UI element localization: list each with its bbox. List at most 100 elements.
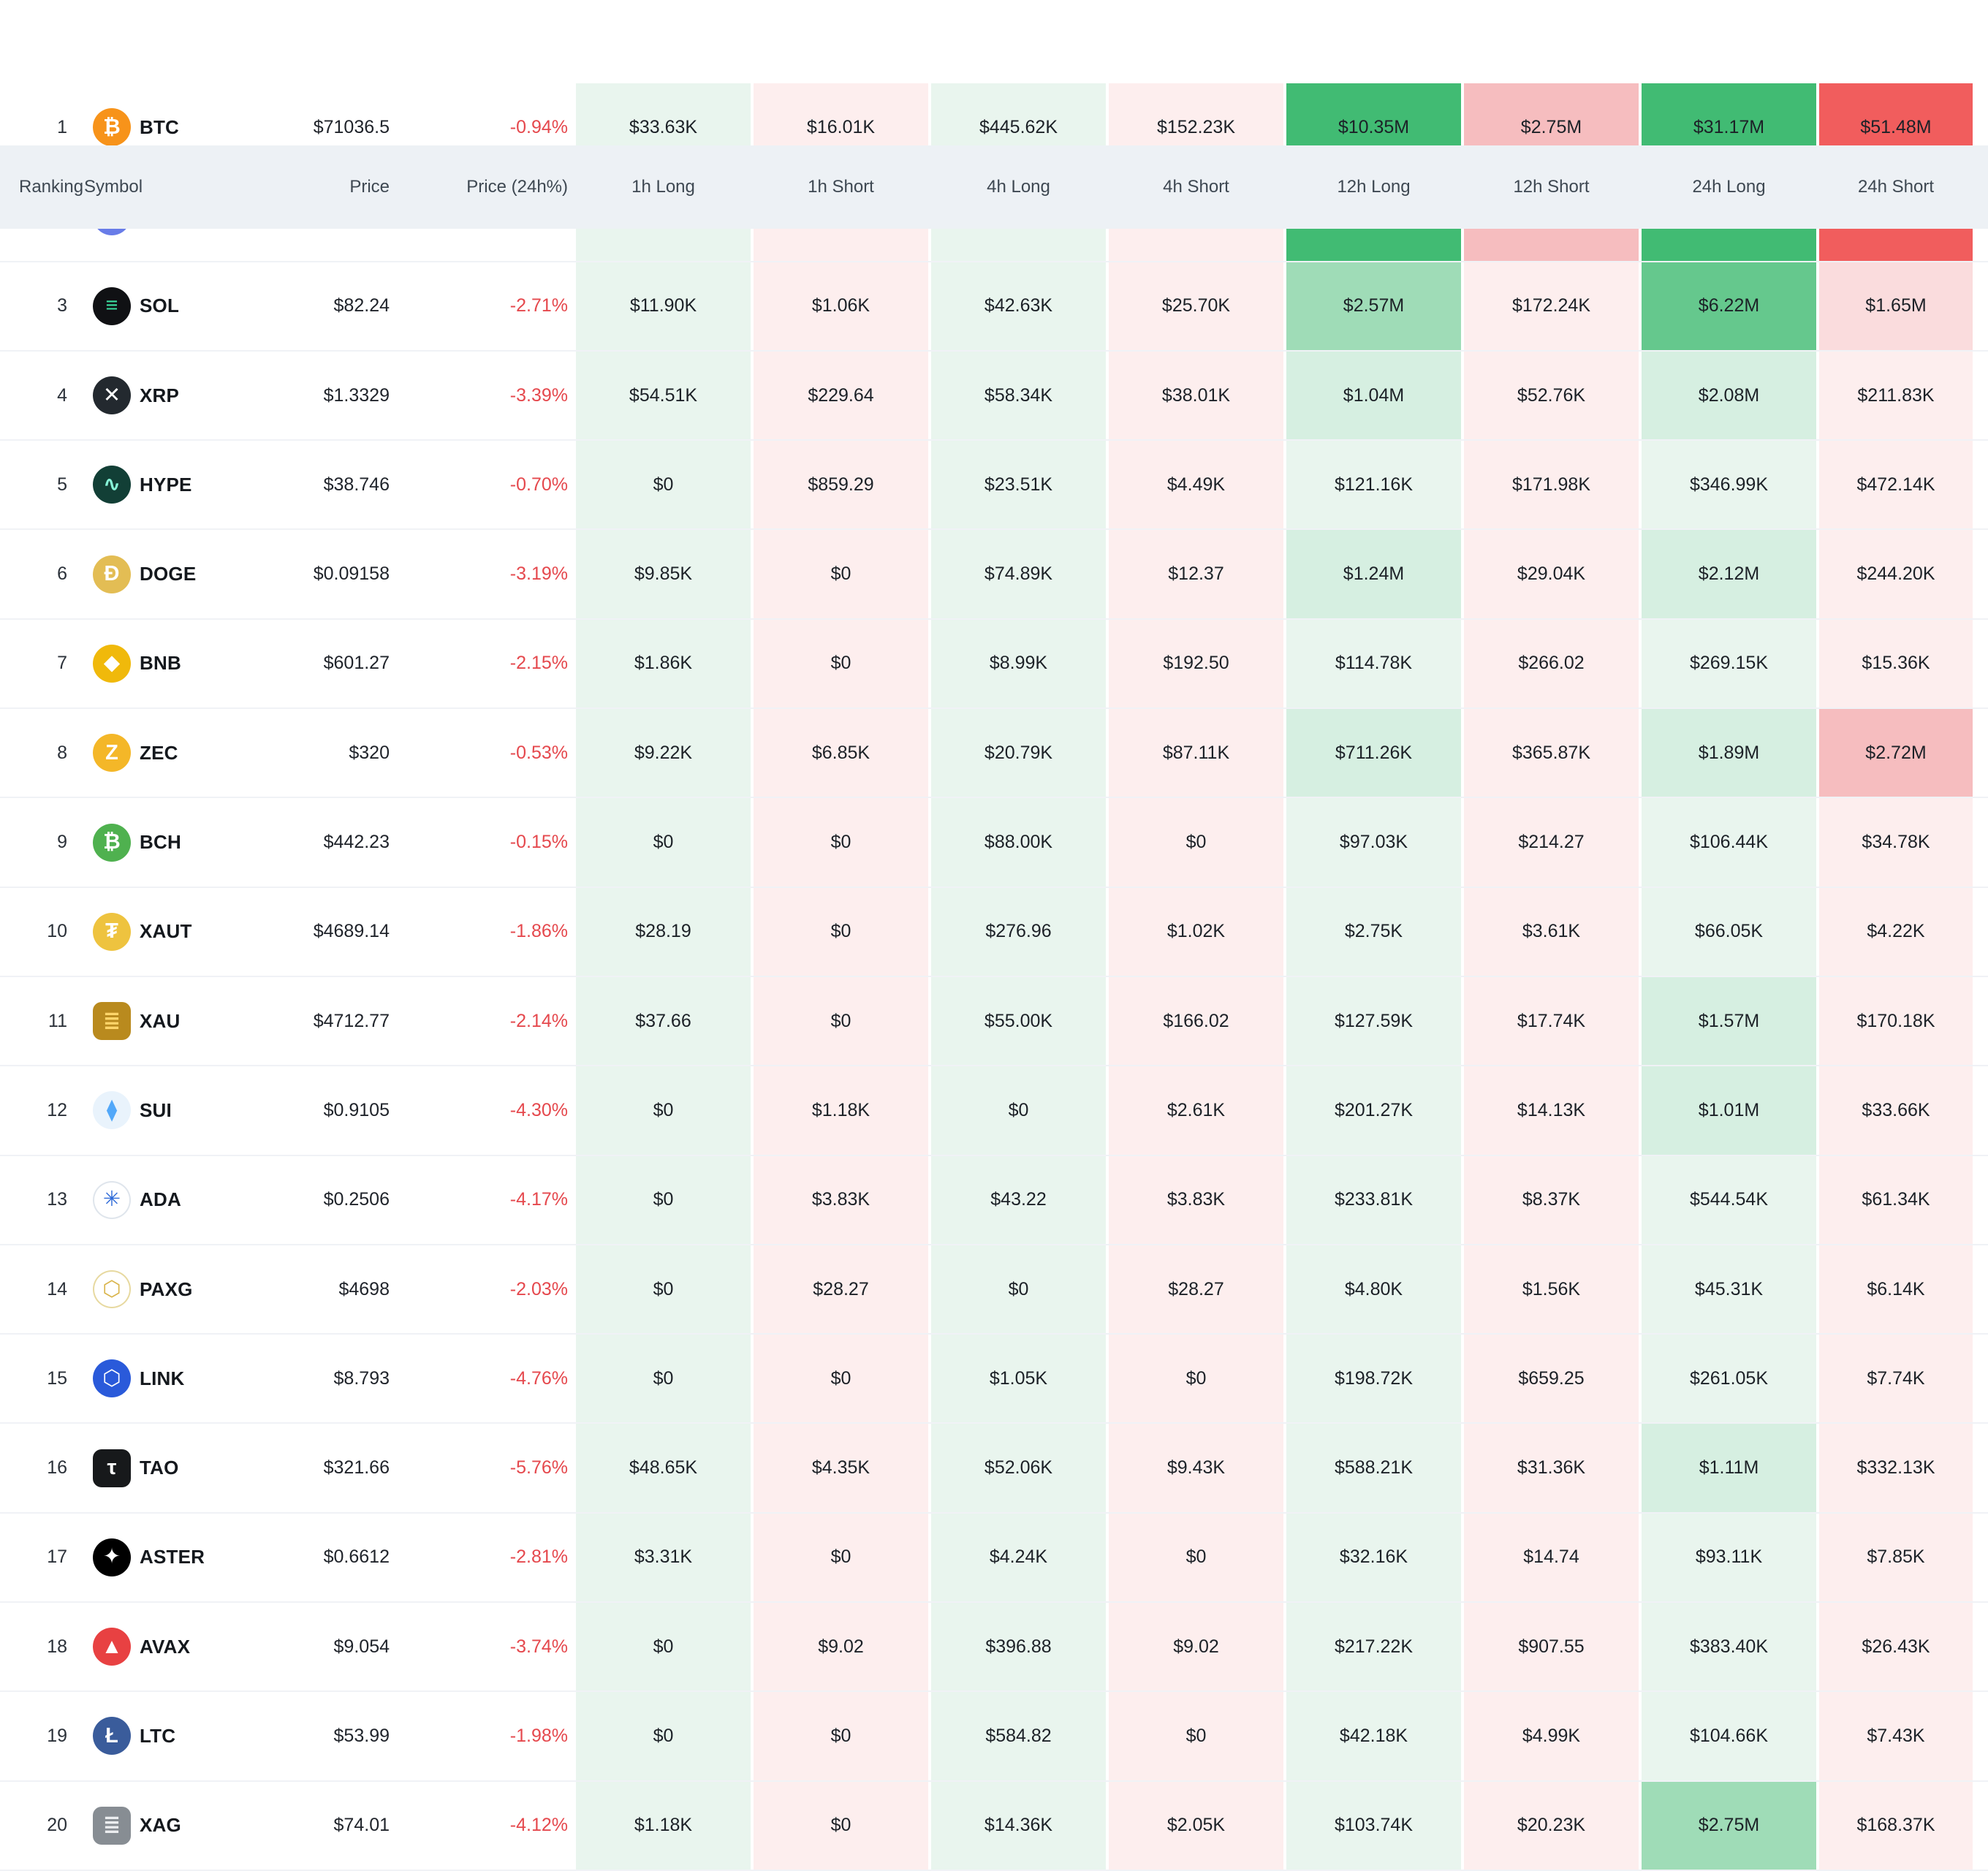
price-change-cell: -1.86% (509, 921, 568, 942)
symbol-label: TAO (140, 1457, 179, 1479)
table-row[interactable]: 8 Z ZEC $320 -0.53% $9.22K $6.85K $20.79K $87.11… (0, 709, 1988, 799)
column-header-12h-short[interactable]: 12h Short (1513, 177, 1590, 197)
price-cell: $321.66 (323, 1457, 390, 1479)
column-header-change[interactable]: Price (24h%) (466, 177, 568, 197)
column-header-24h-long[interactable]: 24h Long (1692, 177, 1766, 197)
liquidation-cell-24h-long: $383.40K (1640, 1603, 1818, 1691)
ranking-cell: 9 (57, 832, 67, 853)
table-row[interactable]: 7 ◆ BNB $601.27 -2.15% $1.86K $0 $8.99K $192.50 $… (0, 619, 1988, 710)
table-row[interactable]: 6 Ð DOGE $0.09158 -3.19% $9.85K $0 $74.89K $12.3… (0, 530, 1988, 620)
table-row[interactable]: 12 ⧫ SUI $0.9105 -4.30% $0 $1.18K $0 $2.61K $201.… (0, 1066, 1988, 1156)
liquidation-cell-12h-short: $3.61K (1462, 887, 1640, 976)
table-row[interactable]: 20 ≣ XAG $74.01 -4.12% $1.18K $0 $14.36K $2.05K $… (0, 1781, 1988, 1871)
liquidation-cell-12h-short: $907.55 (1462, 1603, 1640, 1691)
liquidation-cell-24h-short: $7.74K (1818, 1335, 1974, 1423)
liquidation-cell-1h-long: $9.22K (574, 709, 752, 797)
ltc-coin-icon: Ł (93, 1717, 131, 1756)
liquidation-cell-24h-long: $346.99K (1640, 441, 1818, 529)
table-row[interactable]: 10 ₮ XAUT $4689.14 -1.86% $28.19 $0 $276.96 $1.0… (0, 887, 1988, 977)
ranking-cell: 11 (48, 1010, 67, 1031)
price-change-cell: -4.30% (509, 1099, 568, 1120)
liquidation-cell-4h-long: $8.99K (930, 619, 1107, 708)
liquidation-cell-24h-long: $106.44K (1640, 798, 1818, 887)
symbol-label: LTC (140, 1724, 176, 1747)
table-row[interactable]: 18 ▲ AVAX $9.054 -3.74% $0 $9.02 $396.88 $9.02 $2… (0, 1603, 1988, 1693)
btc-coin-icon: ₿ (93, 108, 131, 147)
liquidation-cell-12h-long: $2.75K (1285, 887, 1462, 976)
liquidation-cell-24h-long: $2.08M (1640, 351, 1818, 440)
liquidation-cell-12h-short: $29.04K (1462, 530, 1640, 618)
liquidation-cell-1h-long: $0 (574, 1692, 752, 1780)
symbol-cell: ∿ HYPE (84, 441, 307, 528)
liquidation-cell-4h-short: $9.02 (1107, 1603, 1285, 1691)
column-header-symbol[interactable]: Symbol (84, 177, 143, 197)
liquidation-cell-12h-short: $14.74 (1462, 1513, 1640, 1602)
table-row[interactable]: 19 Ł LTC $53.99 -1.98% $0 $0 $584.82 $0 $42.18K $4… (0, 1692, 1988, 1782)
liquidation-cell-24h-short: $2.72M (1818, 709, 1974, 797)
liquidation-cell-24h-long: $45.31K (1640, 1245, 1818, 1334)
column-header-4h-long[interactable]: 4h Long (987, 177, 1050, 197)
liquidation-cell-12h-long: $1.24M (1285, 530, 1462, 618)
liquidation-cell-4h-short: $2.61K (1107, 1066, 1285, 1155)
liquidation-cell-24h-short: $6.14K (1818, 1245, 1974, 1334)
table-row[interactable]: 17 ✦ ASTER $0.6612 -2.81% $3.31K $0 $4.24K $0 $32… (0, 1513, 1988, 1604)
liquidation-cell-12h-long: $121.16K (1285, 441, 1462, 529)
table-row[interactable]: 11 ≣ XAU $4712.77 -2.14% $37.66 $0 $55.00K $166.… (0, 976, 1988, 1067)
price-cell: $442.23 (323, 832, 390, 853)
symbol-label: XRP (140, 384, 180, 406)
liquidation-cell-12h-long: $588.21K (1285, 1424, 1462, 1512)
table-row[interactable]: 13 ✳ ADA $0.2506 -4.17% $0 $3.83K $43.22 $3.83K $… (0, 1155, 1988, 1245)
liquidation-cell-1h-long: $0 (574, 1155, 752, 1244)
liquidation-cell-12h-short: $8.37K (1462, 1155, 1640, 1244)
ranking-cell: 15 (47, 1367, 67, 1389)
liquidation-cell-1h-short: $229.64 (752, 351, 930, 440)
liquidation-cell-24h-short: $33.66K (1818, 1066, 1974, 1155)
liquidation-cell-4h-short: $87.11K (1107, 709, 1285, 797)
column-header-ranking[interactable]: Ranking (19, 177, 84, 197)
price-change-cell: -3.39% (509, 384, 568, 406)
table-row[interactable]: 4 ✕ XRP $1.3329 -3.39% $54.51K $229.64 $58.34K $… (0, 351, 1988, 441)
column-header-price[interactable]: Price (349, 177, 390, 197)
symbol-label: BNB (140, 652, 181, 675)
table-row[interactable]: 3 ≡ SOL $82.24 -2.71% $11.90K $1.06K $42.63K $25… (0, 262, 1988, 352)
price-cell: $1.3329 (323, 384, 390, 406)
liquidation-cell-1h-long: $0 (574, 1245, 752, 1334)
liquidation-cell-24h-long: $1.01M (1640, 1066, 1818, 1155)
table-row[interactable]: 15 ⬡ LINK $8.793 -4.76% $0 $0 $1.05K $0 $198.72K $… (0, 1335, 1988, 1424)
link-coin-icon: ⬡ (93, 1359, 131, 1398)
liquidation-cell-4h-short: $166.02 (1107, 976, 1285, 1066)
symbol-label: SUI (140, 1098, 172, 1121)
ranking-cell: 17 (47, 1546, 67, 1568)
column-header-24h-short[interactable]: 24h Short (1857, 177, 1935, 197)
liquidation-cell-1h-long: $1.18K (574, 1781, 752, 1870)
liquidation-cell-12h-short: $31.36K (1462, 1424, 1640, 1512)
table-row[interactable]: 5 ∿ HYPE $38.746 -0.70% $0 $859.29 $23.51K $4.49… (0, 441, 1988, 531)
liquidation-cell-4h-long: $43.22 (930, 1155, 1107, 1244)
liquidation-cell-24h-long: $1.89M (1640, 709, 1818, 797)
table-row[interactable]: 9 ₿ BCH $442.23 -0.15% $0 $0 $88.00K $0 $97.03K $2… (0, 798, 1988, 888)
avax-coin-icon: ▲ (93, 1628, 131, 1666)
symbol-label: XAUT (140, 920, 192, 943)
symbol-cell: ✦ ASTER (84, 1514, 307, 1601)
price-change-cell: -4.12% (509, 1815, 568, 1836)
liquidation-cell-12h-short: $52.76K (1462, 351, 1640, 440)
liquidation-cell-12h-long: $4.80K (1285, 1245, 1462, 1334)
symbol-cell: ₿ BTC (84, 83, 307, 171)
price-change-cell: -2.71% (509, 295, 568, 316)
column-header-1h-short[interactable]: 1h Short (808, 177, 874, 197)
table-row[interactable]: 16 τ TAO $321.66 -5.76% $48.65K $4.35K $52.06K $… (0, 1424, 1988, 1514)
column-header-12h-long[interactable]: 12h Long (1337, 177, 1411, 197)
liquidation-cell-4h-long: $58.34K (930, 351, 1107, 440)
table-row[interactable]: 14 ⬡ PAXG $4698 -2.03% $0 $28.27 $0 $28.27 $4.80K… (0, 1245, 1988, 1335)
symbol-cell: τ TAO (84, 1424, 307, 1511)
column-header-4h-short[interactable]: 4h Short (1163, 177, 1229, 197)
ranking-cell: 20 (47, 1815, 67, 1836)
price-cell: $74.01 (333, 1815, 390, 1836)
column-header-1h-long[interactable]: 1h Long (631, 177, 695, 197)
liquidation-cell-4h-long: $20.79K (930, 709, 1107, 797)
symbol-label: ADA (140, 1188, 181, 1211)
liquidation-cell-12h-long: $201.27K (1285, 1066, 1462, 1155)
liquidation-cell-12h-short: $1.56K (1462, 1245, 1640, 1334)
price-cell: $320 (349, 742, 390, 763)
